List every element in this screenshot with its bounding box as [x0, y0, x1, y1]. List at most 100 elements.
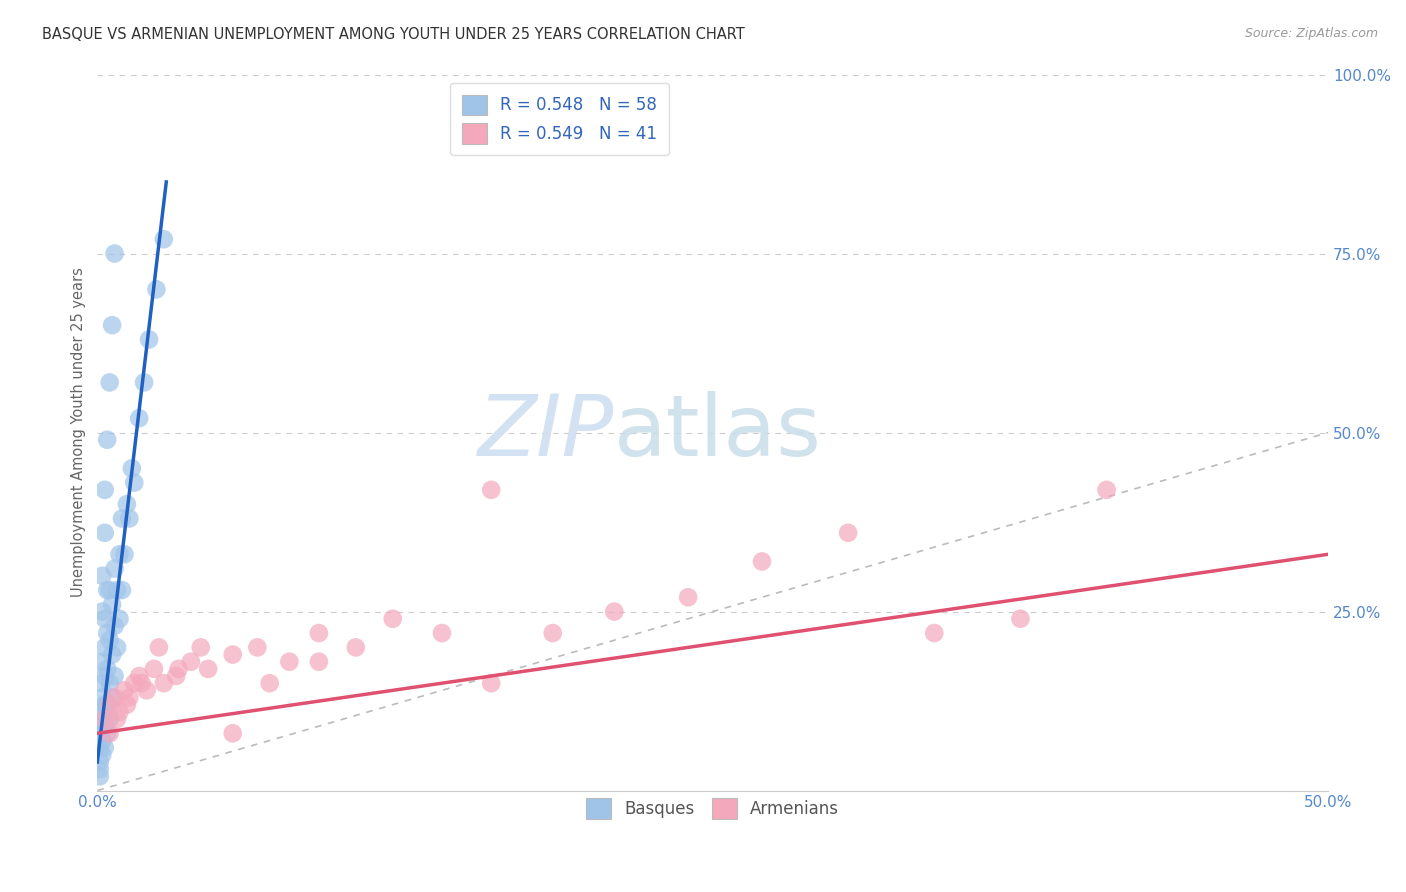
Point — [96, 626, 118, 640]
Point — [96, 726, 118, 740]
Point — [98, 698, 121, 712]
Legend: Basques, Armenians: Basques, Armenians — [579, 791, 845, 825]
Point — [91, 605, 114, 619]
Point — [91, 690, 114, 705]
Point — [93, 640, 115, 655]
Point — [103, 561, 125, 575]
Point — [190, 640, 212, 655]
Point — [103, 690, 125, 705]
Point — [103, 669, 125, 683]
Point — [541, 626, 564, 640]
Point — [91, 676, 114, 690]
Point — [751, 554, 773, 568]
Point — [381, 612, 404, 626]
Point — [98, 712, 121, 726]
Point — [96, 662, 118, 676]
Point — [108, 547, 131, 561]
Point — [96, 583, 118, 598]
Point — [105, 712, 128, 726]
Point — [89, 726, 111, 740]
Point — [98, 726, 121, 740]
Point — [479, 483, 502, 497]
Point — [105, 583, 128, 598]
Point — [153, 676, 176, 690]
Point — [308, 626, 330, 640]
Point — [165, 669, 187, 683]
Point — [108, 705, 131, 719]
Point — [101, 598, 124, 612]
Point — [124, 475, 146, 490]
Point — [91, 747, 114, 762]
Point — [1010, 612, 1032, 626]
Point — [676, 591, 699, 605]
Point — [98, 583, 121, 598]
Point — [222, 726, 245, 740]
Point — [344, 640, 367, 655]
Point — [112, 683, 135, 698]
Point — [118, 690, 141, 705]
Point — [180, 655, 202, 669]
Point — [91, 568, 114, 582]
Point — [93, 698, 115, 712]
Point — [115, 497, 138, 511]
Point — [1095, 483, 1118, 497]
Point — [105, 640, 128, 655]
Point — [108, 612, 131, 626]
Point — [128, 411, 150, 425]
Point — [98, 633, 121, 648]
Point — [96, 433, 118, 447]
Y-axis label: Unemployment Among Youth under 25 years: Unemployment Among Youth under 25 years — [72, 268, 86, 598]
Point — [101, 648, 124, 662]
Point — [103, 619, 125, 633]
Point — [91, 705, 114, 719]
Point — [308, 655, 330, 669]
Point — [246, 640, 269, 655]
Point — [145, 282, 167, 296]
Point — [148, 640, 170, 655]
Point — [101, 318, 124, 333]
Point — [91, 719, 114, 733]
Text: BASQUE VS ARMENIAN UNEMPLOYMENT AMONG YOUTH UNDER 25 YEARS CORRELATION CHART: BASQUE VS ARMENIAN UNEMPLOYMENT AMONG YO… — [42, 27, 745, 42]
Point — [197, 662, 219, 676]
Text: Source: ZipAtlas.com: Source: ZipAtlas.com — [1244, 27, 1378, 40]
Point — [91, 655, 114, 669]
Point — [115, 698, 138, 712]
Point — [111, 583, 134, 598]
Point — [93, 740, 115, 755]
Point — [98, 676, 121, 690]
Point — [91, 733, 114, 747]
Point — [118, 511, 141, 525]
Point — [111, 511, 134, 525]
Point — [101, 690, 124, 705]
Point — [89, 769, 111, 783]
Point — [837, 525, 859, 540]
Point — [128, 669, 150, 683]
Point — [479, 676, 502, 690]
Point — [143, 662, 166, 676]
Text: ZIP: ZIP — [478, 391, 614, 474]
Point — [89, 712, 111, 726]
Point — [103, 246, 125, 260]
Point — [922, 626, 945, 640]
Point — [93, 483, 115, 497]
Point — [93, 612, 115, 626]
Point — [430, 626, 453, 640]
Point — [93, 712, 115, 726]
Point — [121, 461, 143, 475]
Point — [138, 333, 160, 347]
Point — [167, 662, 190, 676]
Point — [134, 376, 156, 390]
Text: atlas: atlas — [614, 391, 823, 474]
Point — [112, 547, 135, 561]
Point — [93, 719, 115, 733]
Point — [96, 698, 118, 712]
Point — [259, 676, 281, 690]
Point — [278, 655, 301, 669]
Point — [124, 676, 146, 690]
Point — [131, 676, 153, 690]
Point — [153, 232, 176, 246]
Point — [93, 525, 115, 540]
Point — [89, 740, 111, 755]
Point — [89, 755, 111, 769]
Point — [98, 376, 121, 390]
